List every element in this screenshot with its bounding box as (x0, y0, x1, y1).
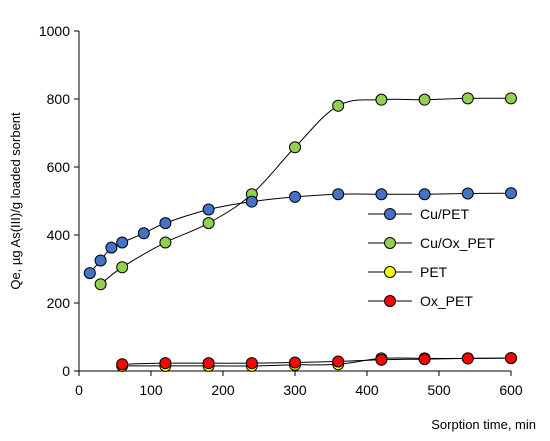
data-point (332, 355, 345, 368)
data-point (137, 227, 150, 240)
data-point (332, 188, 345, 201)
data-point (94, 278, 107, 291)
data-point (461, 352, 474, 365)
data-point (245, 357, 258, 370)
legend-label: Cu/Ox_PET (420, 235, 495, 251)
data-point (375, 353, 388, 366)
legend-marker (384, 295, 396, 307)
data-point (289, 356, 301, 369)
data-point (202, 217, 215, 230)
x-tick-label: 400 (355, 382, 379, 398)
data-point (202, 203, 215, 216)
data-point (375, 93, 388, 106)
x-tick-label: 500 (427, 382, 451, 398)
y-tick-label: 0 (62, 363, 70, 379)
data-point (289, 190, 301, 203)
x-tick-label: 300 (283, 382, 307, 398)
data-point (159, 357, 172, 370)
data-point (375, 188, 388, 201)
data-point (159, 236, 172, 249)
data-point (461, 187, 474, 200)
y-tick-label: 600 (47, 159, 71, 175)
data-point (83, 267, 96, 280)
series-lines (89, 97, 512, 367)
data-point (202, 357, 215, 370)
data-point (418, 353, 431, 366)
data-point (94, 254, 107, 267)
legend-label: Cu/PET (420, 206, 469, 222)
y-tick-label: 200 (47, 295, 71, 311)
legend-label: PET (420, 264, 448, 280)
axes: 0 200 400 600 800 1000 0 100 200 300 400 500 600 (39, 23, 523, 398)
data-point (116, 358, 129, 371)
data-point (116, 236, 129, 249)
x-tick-label: 600 (499, 382, 523, 398)
data-point (245, 195, 258, 208)
y-tick-label: 1000 (39, 23, 70, 39)
data-point (418, 93, 431, 106)
data-point (418, 188, 431, 201)
legend-label: Ox_PET (420, 293, 473, 309)
legend-marker (384, 266, 396, 278)
x-tick-label: 0 (75, 382, 83, 398)
y-axis-label: Qe, µg As(III)/g loaded sorbent (8, 112, 23, 290)
series-line (122, 357, 512, 365)
data-point (159, 217, 172, 230)
series-line (100, 97, 512, 285)
legend: Cu/PET Cu/Ox_PET PET Ox_PET (368, 206, 495, 309)
legend-marker (384, 237, 396, 249)
data-point (505, 187, 517, 200)
x-tick-label: 100 (139, 382, 163, 398)
data-point (105, 241, 118, 254)
y-tick-label: 400 (47, 227, 71, 243)
data-point (505, 92, 517, 105)
data-point (505, 352, 517, 365)
x-axis-label: Sorption time, min (431, 417, 536, 432)
series-markers (83, 92, 517, 372)
data-point (116, 261, 129, 274)
data-point (289, 141, 301, 154)
x-tick-label: 200 (211, 382, 235, 398)
data-point (461, 92, 474, 105)
y-tick-label: 800 (47, 91, 71, 107)
data-point (332, 99, 345, 112)
legend-marker (384, 208, 396, 220)
